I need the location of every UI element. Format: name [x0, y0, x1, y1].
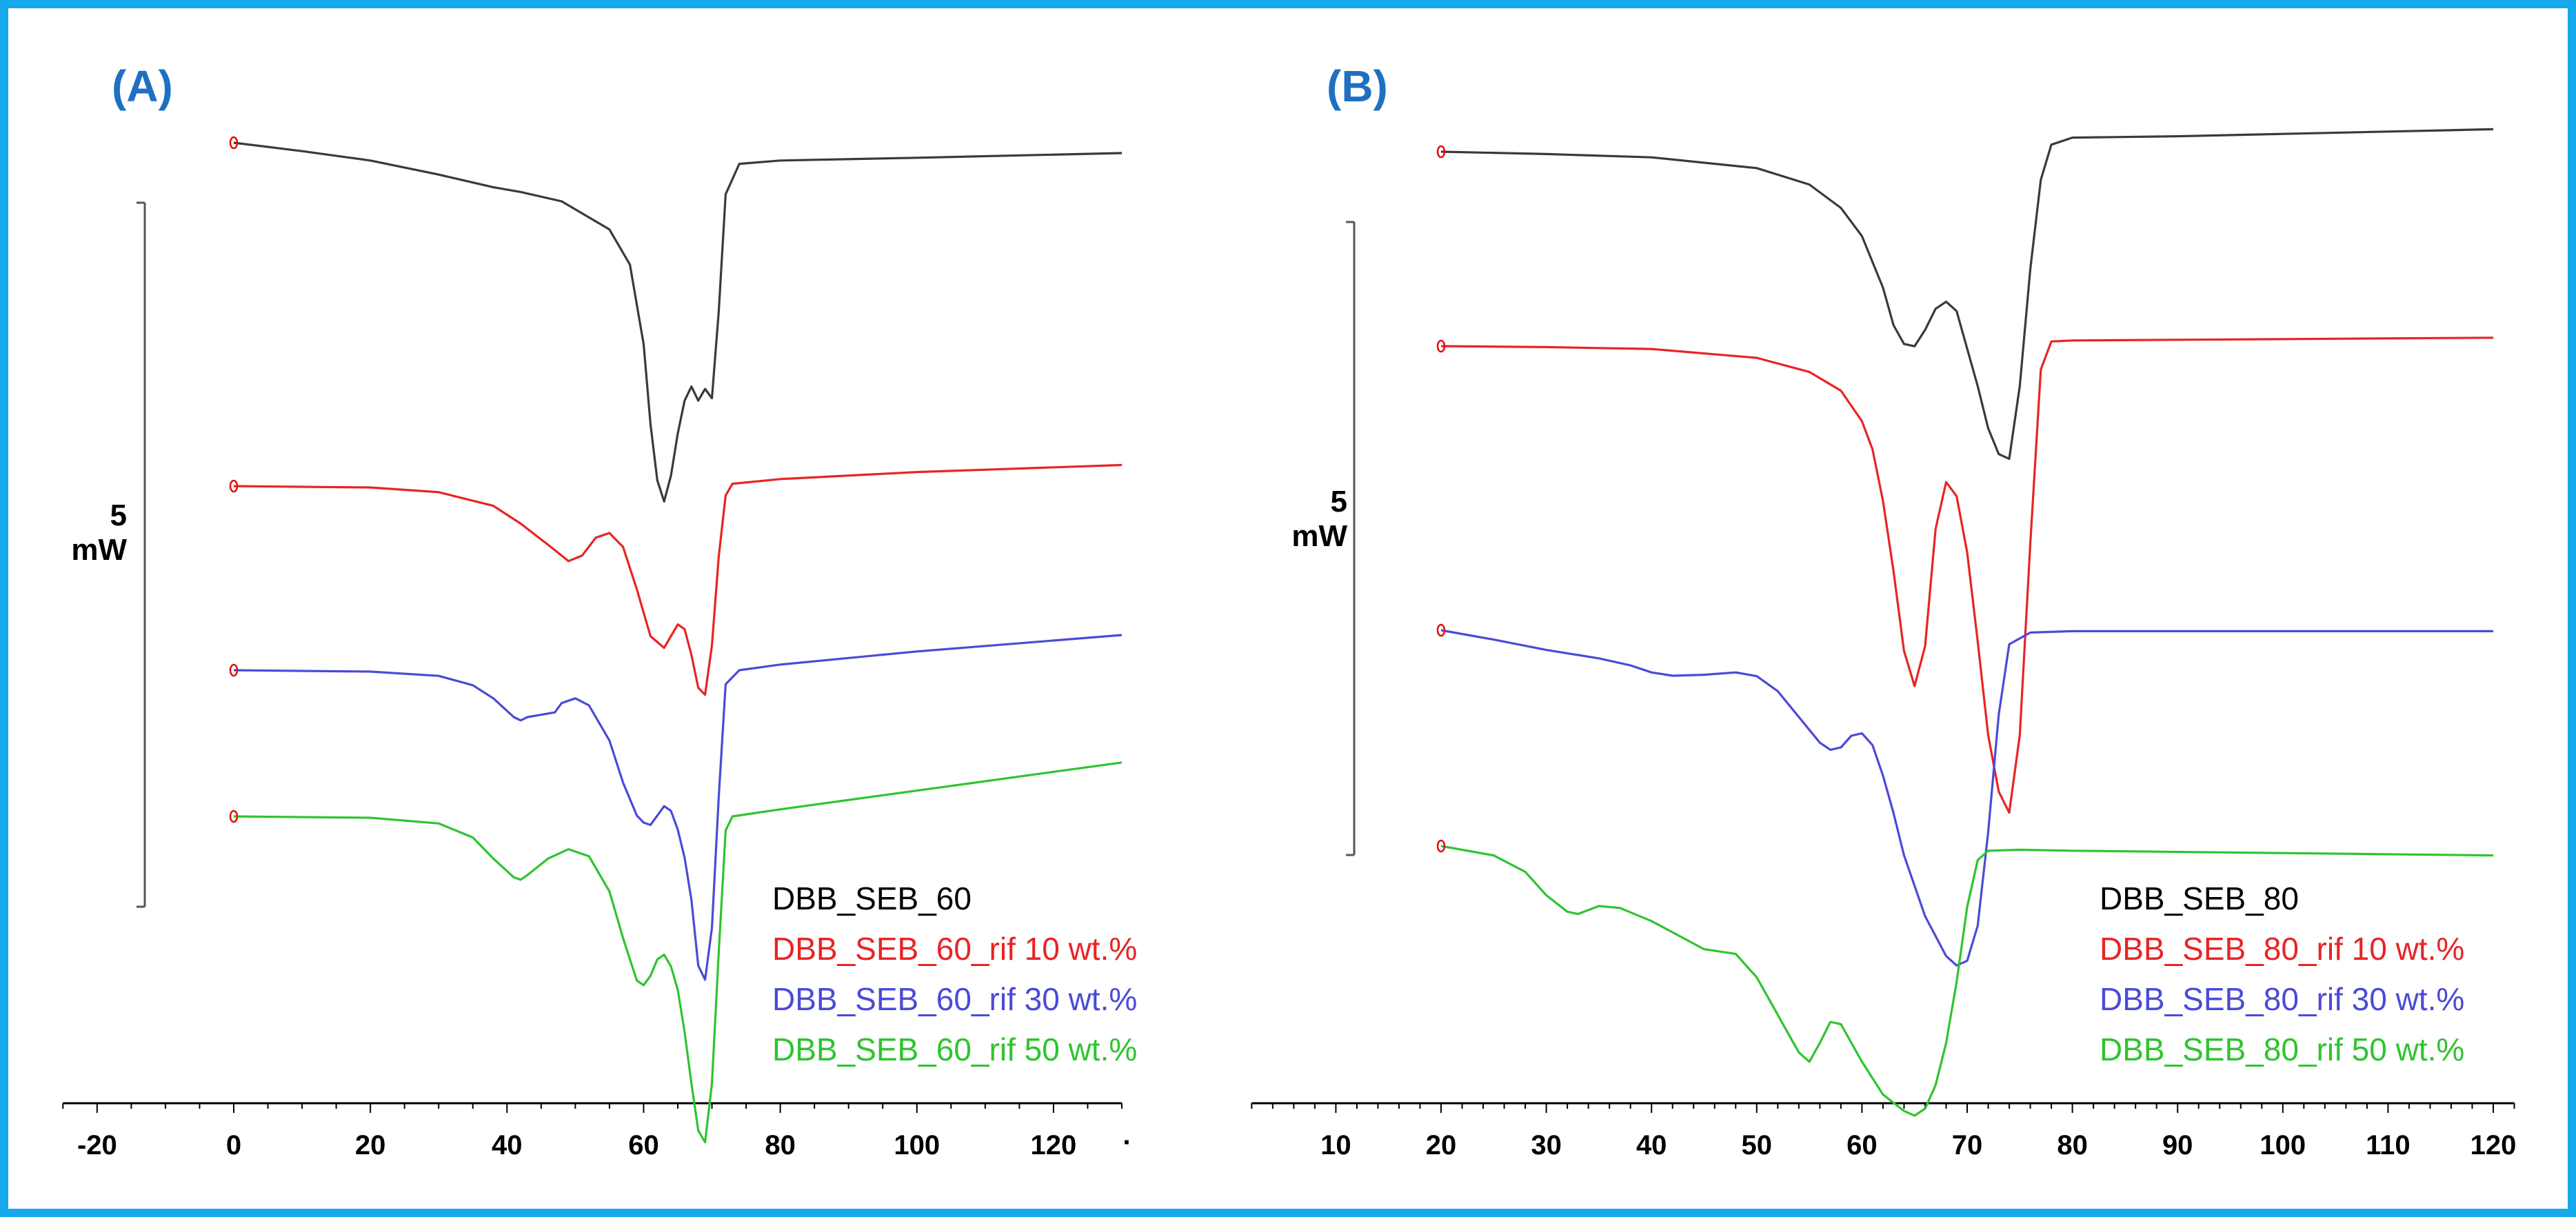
- series-start-marker: [1436, 339, 1446, 353]
- series-start-marker: [229, 809, 239, 823]
- x-tick-label: 20: [355, 1130, 386, 1160]
- series-line: [233, 634, 1123, 981]
- series-line: [1440, 629, 2493, 967]
- panel-a-legend-entry: DBB_SEB_60: [772, 881, 972, 916]
- panel-a-series: [229, 136, 1123, 1144]
- panel-b-legend-entry: DBB_SEB_80_rif 50 wt.%: [2100, 1032, 2464, 1067]
- panel-b-series: [1436, 128, 2494, 1117]
- series-line: [233, 141, 1123, 503]
- panel-b-legend: DBB_SEB_80 DBB_SEB_80_rif 10 wt.% DBB_SE…: [2100, 881, 2464, 1067]
- series-start-marker: [229, 136, 239, 150]
- x-tick-label: 50: [1742, 1130, 1773, 1160]
- series-start-marker: [1436, 839, 1446, 853]
- panel-b-x-axis: 10 20 30 40 50 60 70 80 90 100 110 120: [1251, 1102, 2517, 1160]
- x-tick-label: 100: [2260, 1130, 2306, 1160]
- panel-a-letter: (A): [112, 61, 173, 111]
- x-tick-label: 20: [1426, 1130, 1457, 1160]
- x-tick-label: 80: [2057, 1130, 2088, 1160]
- panel-a-x-axis: -20 0 20 40 60 80 100 120 ·: [62, 1102, 1132, 1160]
- x-tick-label: 40: [492, 1130, 523, 1160]
- series-line: [233, 463, 1123, 696]
- x-tick-label: 120: [2471, 1130, 2517, 1160]
- panel-b-scale-value: 5: [1331, 485, 1347, 519]
- panel-b-letter: (B): [1327, 61, 1388, 111]
- x-tick-label: 40: [1636, 1130, 1667, 1160]
- panel-b-legend-entry: DBB_SEB_80: [2100, 881, 2299, 916]
- panel-a-scale-bar: 5 mW: [71, 201, 146, 908]
- panel-b: (B) 5 mW 10 20 30 40 50 60 70 80 90 100 110 120 DBB…: [1251, 61, 2516, 1160]
- x-tick-label: 120: [1031, 1130, 1077, 1160]
- x-tick-label: 60: [628, 1130, 659, 1160]
- panel-a-legend-entry: DBB_SEB_60_rif 50 wt.%: [772, 1032, 1137, 1067]
- x-tick-label: 70: [1952, 1130, 1983, 1160]
- panel-b-scale-bar: 5 mW: [1291, 221, 1356, 856]
- panel-a-legend-entry: DBB_SEB_60_rif 10 wt.%: [772, 931, 1137, 967]
- x-tick-label: 60: [1847, 1130, 1878, 1160]
- chart-canvas: (A) 5 mW -20 0 20 40 60 80 100 120 · DBB_SEB_60 …: [62, 61, 2516, 1160]
- panel-a-legend: DBB_SEB_60 DBB_SEB_60_rif 10 wt.% DBB_SE…: [772, 881, 1137, 1067]
- series-line: [1440, 336, 2494, 814]
- x-tick-label: 10: [1320, 1130, 1351, 1160]
- x-tick-label: 110: [2366, 1130, 2411, 1160]
- panel-a-scale-value: 5: [110, 499, 127, 532]
- panel-a-scale-unit: mW: [71, 533, 127, 567]
- x-tick-label-cut: ·: [1123, 1127, 1131, 1158]
- series-start-marker: [1436, 145, 1446, 159]
- x-tick-label: 90: [2162, 1130, 2193, 1160]
- panel-a: (A) 5 mW -20 0 20 40 60 80 100 120 · DBB_SEB_60 …: [62, 61, 1137, 1160]
- series-line: [1440, 845, 2494, 1117]
- series-start-marker: [229, 479, 239, 493]
- x-tick-label: 100: [894, 1130, 940, 1160]
- x-tick-label: 80: [765, 1130, 796, 1160]
- series-start-marker: [229, 663, 239, 677]
- panel-a-legend-entry: DBB_SEB_60_rif 30 wt.%: [772, 981, 1137, 1017]
- panel-b-legend-entry: DBB_SEB_80_rif 30 wt.%: [2100, 981, 2464, 1017]
- panel-b-scale-unit: mW: [1291, 519, 1347, 553]
- x-tick-label: -20: [77, 1130, 117, 1160]
- series-line: [233, 761, 1123, 1144]
- series-line: [1440, 128, 2494, 461]
- x-tick-label: 0: [226, 1130, 241, 1160]
- panel-b-legend-entry: DBB_SEB_80_rif 10 wt.%: [2100, 931, 2464, 967]
- x-tick-label: 30: [1531, 1130, 1562, 1160]
- series-start-marker: [1436, 623, 1446, 637]
